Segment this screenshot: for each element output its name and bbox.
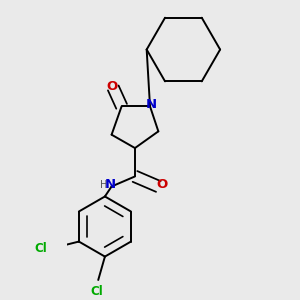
Text: N: N <box>104 178 116 191</box>
Text: H: H <box>100 180 107 190</box>
Text: O: O <box>106 80 117 93</box>
Text: Cl: Cl <box>34 242 47 255</box>
Text: Cl: Cl <box>90 285 103 298</box>
Text: O: O <box>156 178 167 191</box>
Text: N: N <box>146 98 157 111</box>
